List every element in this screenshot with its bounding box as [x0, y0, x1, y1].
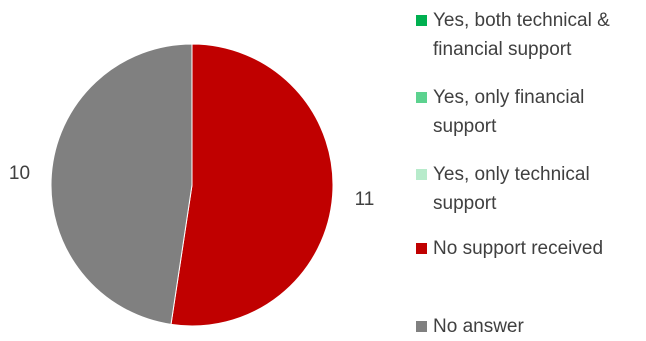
data-label-no-support: 11 [355, 189, 375, 210]
legend-label-both-support: Yes, both technical & financial support [433, 10, 610, 60]
legend-swatch-no-support [416, 243, 427, 254]
legend-label-financial-support: Yes, only financial support [433, 87, 585, 137]
legend-swatch-financial-support [416, 92, 427, 103]
pie-slice-no-support [170, 43, 334, 327]
legend-label-no-answer: No answer [433, 316, 524, 337]
data-label-no-answer: 10 [9, 163, 30, 184]
legend-swatch-technical-support [416, 169, 427, 180]
legend-label-technical-support: Yes, only technical support [433, 164, 590, 214]
legend-label-no-support: No support received [433, 238, 604, 259]
pie-slice-no-answer [50, 43, 193, 325]
legend-swatch-both-support [416, 15, 427, 26]
legend-swatch-no-answer [416, 321, 427, 332]
